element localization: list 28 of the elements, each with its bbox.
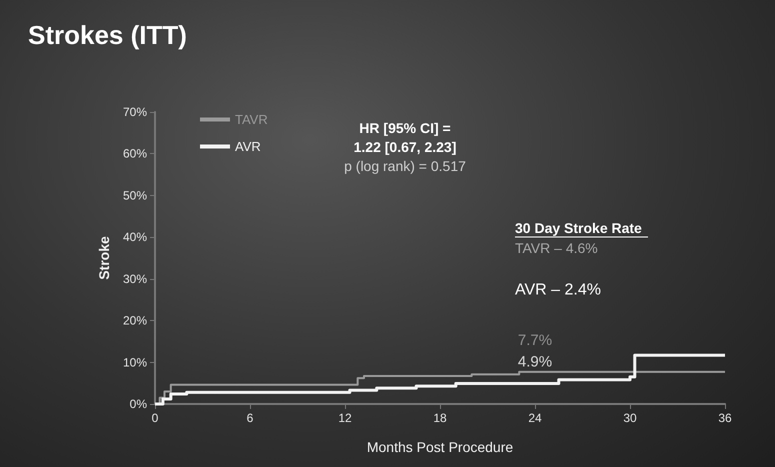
annotation: HR [95% CI] = bbox=[359, 120, 451, 136]
x-tick-label: 0 bbox=[152, 411, 159, 425]
y-tick-label: 10% bbox=[122, 355, 148, 370]
y-tick-label: 40% bbox=[122, 230, 148, 244]
y-tick-label: 20% bbox=[122, 314, 148, 328]
annotation: 7.7% bbox=[518, 332, 552, 349]
y-axis-title: Stroke bbox=[96, 236, 112, 280]
y-tick-label: 50% bbox=[122, 188, 148, 202]
annotation: AVR – 2.4% bbox=[515, 282, 601, 298]
x-tick-label: 36 bbox=[718, 411, 732, 425]
x-tick-label: 30 bbox=[623, 411, 637, 425]
legend-label: TAVR bbox=[235, 112, 268, 127]
annotation: p (log rank) = 0.517 bbox=[344, 158, 466, 174]
chart-title: Strokes (ITT) bbox=[28, 20, 187, 50]
annotation: 1.22 [0.67, 2.23] bbox=[354, 139, 456, 155]
y-tick-label: 0% bbox=[130, 397, 148, 411]
x-tick-label: 18 bbox=[433, 411, 447, 425]
x-tick-label: 6 bbox=[246, 411, 254, 425]
y-tick-label: 60% bbox=[122, 146, 148, 161]
annotation: 4.9% bbox=[518, 354, 552, 371]
legend-label: AVR bbox=[235, 139, 261, 154]
x-axis-title: Months Post Procedure bbox=[366, 439, 514, 455]
annotation: TAVR – 4.6% bbox=[515, 240, 598, 256]
y-tick-label: 30% bbox=[122, 272, 148, 286]
x-tick-label: 12 bbox=[338, 411, 352, 425]
y-tick-label: 70% bbox=[122, 105, 148, 119]
annotation: 30 Day Stroke Rate bbox=[515, 220, 642, 236]
x-tick-label: 24 bbox=[528, 411, 542, 425]
